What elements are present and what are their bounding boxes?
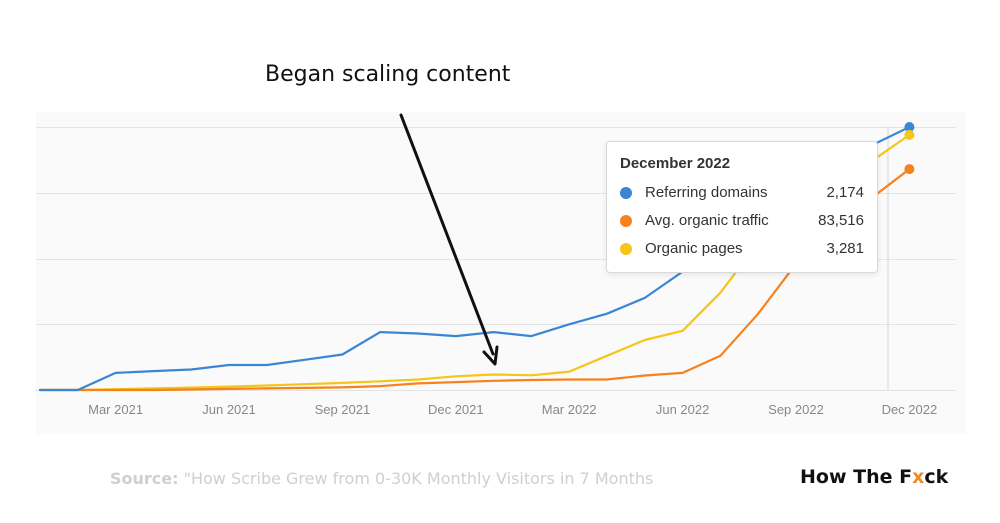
x-tick-label: Mar 2021 bbox=[88, 402, 143, 417]
x-tick-label: Sep 2022 bbox=[768, 402, 824, 417]
annotation-arrow bbox=[399, 113, 499, 366]
x-tick-label: Dec 2021 bbox=[428, 402, 484, 417]
referring-domains-legend-dot bbox=[620, 187, 632, 199]
x-tick-label: Dec 2022 bbox=[882, 402, 938, 417]
tooltip-series-value: 3,281 bbox=[826, 240, 864, 257]
tooltip-row-referring-domains: Referring domains 2,174 bbox=[620, 183, 864, 203]
x-tick-label: Jun 2021 bbox=[202, 402, 256, 417]
tooltip-series-name: Avg. organic traffic bbox=[645, 212, 769, 229]
tooltip-row-avg-organic-traffic: Avg. organic traffic 83,516 bbox=[620, 211, 864, 231]
series-endpoint-marker bbox=[904, 129, 915, 140]
series-endpoint-marker bbox=[904, 122, 915, 132]
endpoint-markers bbox=[904, 122, 915, 175]
x-tick-label: Mar 2022 bbox=[542, 402, 597, 417]
tooltip-series-value: 83,516 bbox=[818, 212, 864, 229]
source-caption: Source: "How Scribe Grew from 0-30K Mont… bbox=[110, 469, 653, 488]
tooltip-series-name: Organic pages bbox=[645, 240, 743, 257]
brand-logo: How The Fxck bbox=[800, 466, 948, 488]
source-text: "How Scribe Grew from 0-30K Monthly Visi… bbox=[178, 469, 654, 488]
brand-text-end: ck bbox=[924, 466, 949, 488]
tooltip-title: December 2022 bbox=[620, 155, 731, 172]
source-label: Source: bbox=[110, 469, 179, 488]
series-endpoint-marker bbox=[904, 164, 915, 175]
chart-tooltip: December 2022 Referring domains 2,174 Av… bbox=[606, 141, 878, 273]
avg-organic-traffic-legend-dot bbox=[620, 215, 632, 227]
brand-text-start: How The F bbox=[800, 466, 913, 488]
x-tick-label: Jun 2022 bbox=[656, 402, 710, 417]
series-line-avg-organic-traffic bbox=[38, 168, 911, 392]
x-tick-label: Sep 2021 bbox=[315, 402, 371, 417]
brand-text-x: x bbox=[912, 466, 925, 488]
tooltip-series-value: 2,174 bbox=[826, 184, 864, 201]
tooltip-series-name: Referring domains bbox=[645, 184, 768, 201]
tooltip-row-organic-pages: Organic pages 3,281 bbox=[620, 239, 864, 259]
annotation-label: Began scaling content bbox=[265, 62, 511, 87]
organic-pages-legend-dot bbox=[620, 243, 632, 255]
x-axis: Mar 2021 Jun 2021 Sep 2021 Dec 2021 Mar 2022… bbox=[88, 402, 937, 417]
